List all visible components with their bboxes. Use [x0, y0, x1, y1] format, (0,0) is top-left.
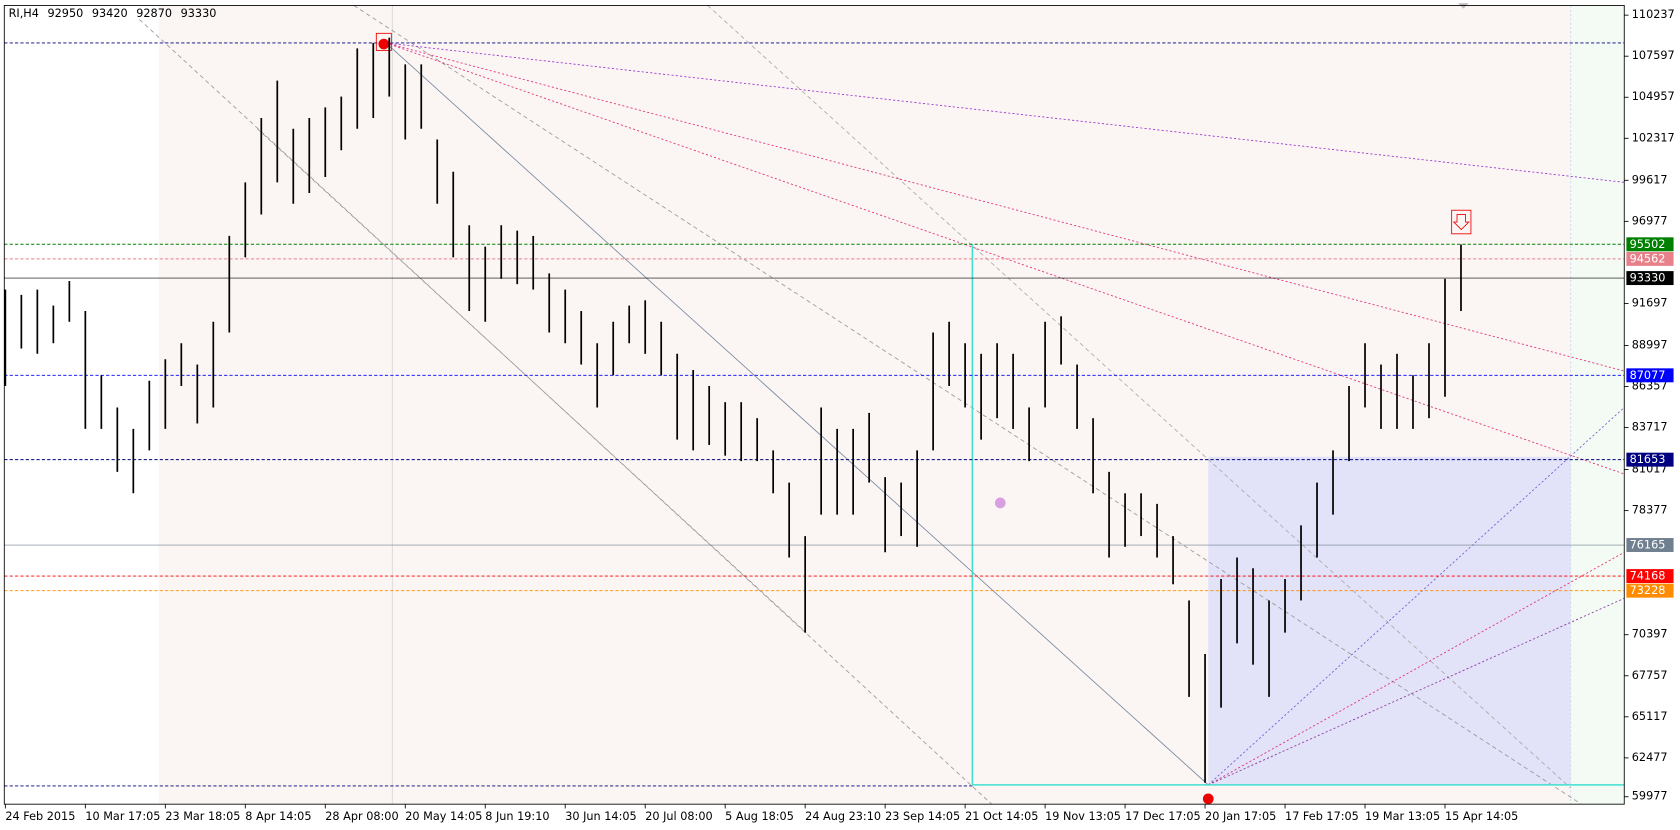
x-tick-label: 8 Apr 14:05 — [245, 810, 311, 823]
marker-box — [375, 32, 392, 51]
level-label-box — [1626, 237, 1674, 252]
y-tick-label: 104957 — [1632, 90, 1675, 103]
y-tick-label: 65117 — [1632, 710, 1668, 723]
level-label-box — [1626, 538, 1674, 552]
level-label: 94562 — [1630, 252, 1666, 265]
level-label: 81653 — [1630, 453, 1666, 466]
x-tick-label: 30 Jun 14:05 — [565, 810, 636, 823]
levels — [4, 243, 1625, 592]
x-tick-label: 10 Mar 17:05 — [85, 810, 160, 823]
channel-line — [353, 5, 1582, 805]
x-tick-label: 19 Nov 13:05 — [1045, 810, 1121, 823]
future-shade — [1570, 5, 1625, 805]
shift-mark — [1458, 3, 1469, 9]
x-tick-label: 28 Apr 08:00 — [325, 810, 398, 823]
ohlc-value: 92870 — [136, 7, 172, 20]
y-tick-label: 67757 — [1632, 669, 1668, 682]
level-label: 73228 — [1630, 584, 1666, 597]
x-tick-label: 19 Mar 13:05 — [1365, 810, 1440, 823]
channel-line — [139, 19, 992, 805]
y-tick-label: 102317 — [1632, 131, 1675, 144]
level-label: 76165 — [1630, 539, 1666, 552]
y-tick-label: 88997 — [1632, 338, 1668, 351]
y-tick-label: 91697 — [1632, 296, 1668, 309]
x-tick-label: 23 Sep 14:05 — [885, 810, 960, 823]
x-tick-label: 24 Aug 23:10 — [805, 810, 881, 823]
x-tick-label: 5 Aug 18:05 — [725, 810, 794, 823]
marker — [378, 38, 390, 50]
y-tick-label: 99617 — [1632, 173, 1668, 186]
symbol: RI,H4 — [9, 7, 39, 20]
trend-line — [385, 42, 1209, 786]
channel-line — [257, 128, 807, 633]
level-label-box — [1626, 271, 1674, 286]
down-arrow — [1452, 214, 1470, 231]
drawings — [4, 3, 1625, 805]
y-tick-label: 59977 — [1632, 790, 1668, 803]
level-label: 93330 — [1630, 272, 1666, 285]
header: RI,H4 92950 93420 92870 93330 — [9, 7, 217, 20]
y-tick-label: 86357 — [1632, 380, 1668, 393]
level-label-box — [1626, 452, 1674, 467]
x-tick-label: 21 Oct 14:05 — [965, 810, 1038, 823]
level-label-box — [1626, 569, 1674, 584]
ohlc-value: 92950 — [47, 7, 83, 20]
marker — [994, 497, 1006, 509]
bars — [4, 37, 1462, 783]
fan-line — [1207, 407, 1625, 786]
y-tick-label: 107597 — [1632, 49, 1675, 62]
y-tick-label: 83717 — [1632, 421, 1668, 434]
x-tick-label: 20 May 14:05 — [405, 810, 482, 823]
y-tick-label: 96977 — [1632, 214, 1668, 227]
x-tick-label: 8 Jun 19:10 — [485, 810, 549, 823]
fan-line — [385, 42, 1625, 372]
plot-frame — [3, 5, 1625, 805]
level-label: 87077 — [1630, 369, 1666, 382]
level-label: 95502 — [1630, 238, 1666, 251]
level-label-box — [1626, 251, 1674, 266]
fan-line — [1208, 597, 1625, 786]
signal-box — [1451, 209, 1472, 235]
x-tick-label: 20 Jan 17:05 — [1205, 810, 1276, 823]
x-tick-label: 24 Feb 2015 — [5, 810, 75, 823]
ohlc-value: 93420 — [92, 7, 128, 20]
y-tick-label: 62477 — [1632, 751, 1668, 764]
x-tick-label: 17 Feb 17:05 — [1285, 810, 1359, 823]
y-tick-label: 78377 — [1632, 504, 1668, 517]
fan-line — [385, 42, 1625, 183]
x-tick-label: 17 Dec 17:05 — [1125, 810, 1201, 823]
y-tick-label: 110237 — [1632, 8, 1675, 21]
marker — [1202, 793, 1214, 805]
x-tick-label: 15 Apr 14:05 — [1445, 810, 1518, 823]
level-label: 74168 — [1630, 570, 1666, 583]
axes: 110237 107597 104957 102317 99617 96977 91697 8… — [4, 8, 1675, 823]
channel-line — [707, 5, 1571, 789]
level-label-box — [1626, 368, 1674, 383]
y-tick-label: 70397 — [1632, 628, 1668, 641]
x-tick-label: 20 Jul 08:00 — [645, 810, 712, 823]
ohlc-value: 93330 — [181, 7, 217, 20]
level-label-box — [1626, 583, 1674, 598]
x-tick-label: 23 Mar 18:05 — [165, 810, 240, 823]
